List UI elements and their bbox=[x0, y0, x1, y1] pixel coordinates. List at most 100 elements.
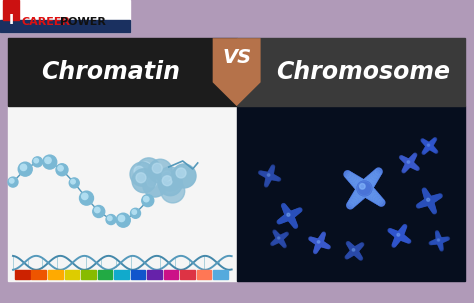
Circle shape bbox=[373, 170, 381, 177]
Circle shape bbox=[106, 215, 116, 225]
Circle shape bbox=[401, 226, 406, 231]
Circle shape bbox=[277, 236, 283, 242]
Circle shape bbox=[286, 212, 293, 220]
Circle shape bbox=[357, 245, 362, 249]
Circle shape bbox=[392, 230, 397, 235]
Circle shape bbox=[428, 203, 435, 209]
Circle shape bbox=[436, 235, 441, 240]
Circle shape bbox=[354, 251, 359, 256]
Circle shape bbox=[425, 195, 432, 202]
Circle shape bbox=[319, 235, 324, 240]
Circle shape bbox=[316, 239, 321, 245]
Circle shape bbox=[265, 179, 270, 184]
Bar bbox=[197, 270, 211, 279]
Circle shape bbox=[421, 139, 425, 142]
Circle shape bbox=[144, 196, 149, 202]
Circle shape bbox=[314, 250, 317, 254]
Circle shape bbox=[274, 239, 279, 243]
Circle shape bbox=[443, 237, 447, 241]
Circle shape bbox=[439, 245, 443, 248]
Circle shape bbox=[402, 158, 407, 162]
Circle shape bbox=[354, 188, 365, 200]
Bar bbox=[180, 270, 195, 279]
Circle shape bbox=[426, 197, 433, 205]
Circle shape bbox=[353, 178, 365, 190]
Circle shape bbox=[409, 158, 414, 163]
Circle shape bbox=[276, 235, 281, 240]
Circle shape bbox=[313, 238, 318, 244]
Circle shape bbox=[272, 242, 274, 245]
Circle shape bbox=[378, 199, 385, 206]
Circle shape bbox=[439, 238, 444, 243]
Circle shape bbox=[427, 143, 432, 149]
Circle shape bbox=[436, 233, 440, 237]
Circle shape bbox=[287, 213, 290, 216]
Circle shape bbox=[359, 180, 373, 193]
Circle shape bbox=[284, 233, 288, 236]
Circle shape bbox=[259, 171, 263, 175]
Circle shape bbox=[421, 139, 424, 142]
Circle shape bbox=[344, 171, 351, 178]
Circle shape bbox=[360, 183, 373, 197]
Circle shape bbox=[270, 175, 275, 180]
Circle shape bbox=[427, 197, 434, 204]
Text: POWER: POWER bbox=[60, 17, 106, 27]
Circle shape bbox=[270, 167, 274, 171]
Bar bbox=[8, 106, 237, 281]
Circle shape bbox=[116, 213, 130, 227]
Circle shape bbox=[367, 174, 377, 184]
Circle shape bbox=[400, 228, 405, 233]
Circle shape bbox=[277, 220, 281, 224]
Circle shape bbox=[411, 155, 415, 160]
Circle shape bbox=[350, 246, 356, 252]
Circle shape bbox=[318, 240, 324, 246]
Circle shape bbox=[369, 191, 379, 201]
Circle shape bbox=[283, 234, 286, 237]
Circle shape bbox=[426, 198, 434, 206]
Circle shape bbox=[405, 159, 411, 165]
Circle shape bbox=[346, 255, 349, 258]
Text: Chromosome: Chromosome bbox=[276, 60, 450, 84]
Circle shape bbox=[422, 199, 429, 206]
Circle shape bbox=[419, 202, 423, 207]
Circle shape bbox=[424, 148, 428, 152]
Circle shape bbox=[322, 232, 325, 235]
Circle shape bbox=[406, 160, 412, 166]
Text: VS: VS bbox=[222, 48, 251, 67]
Circle shape bbox=[432, 208, 436, 213]
Circle shape bbox=[424, 192, 429, 198]
Circle shape bbox=[405, 163, 410, 168]
Circle shape bbox=[367, 174, 377, 184]
Circle shape bbox=[369, 172, 379, 182]
Circle shape bbox=[80, 191, 93, 205]
Circle shape bbox=[397, 233, 404, 240]
Bar bbox=[3, 0, 19, 20]
Circle shape bbox=[349, 245, 354, 250]
Circle shape bbox=[402, 225, 406, 229]
Circle shape bbox=[395, 236, 401, 242]
Circle shape bbox=[309, 237, 312, 240]
Circle shape bbox=[427, 200, 434, 207]
Circle shape bbox=[275, 234, 280, 239]
Circle shape bbox=[369, 172, 379, 182]
Circle shape bbox=[435, 150, 438, 153]
Circle shape bbox=[356, 245, 360, 251]
Circle shape bbox=[371, 171, 380, 180]
Circle shape bbox=[325, 244, 328, 248]
Circle shape bbox=[353, 250, 359, 255]
Circle shape bbox=[262, 172, 267, 176]
Circle shape bbox=[130, 208, 140, 218]
Circle shape bbox=[284, 209, 291, 216]
Circle shape bbox=[288, 216, 295, 223]
Circle shape bbox=[401, 157, 405, 161]
Circle shape bbox=[396, 232, 403, 240]
Circle shape bbox=[158, 172, 182, 196]
Circle shape bbox=[320, 241, 325, 247]
Circle shape bbox=[361, 243, 364, 246]
Bar bbox=[48, 270, 63, 279]
Circle shape bbox=[326, 245, 329, 248]
Circle shape bbox=[266, 176, 271, 182]
Circle shape bbox=[141, 162, 151, 172]
Circle shape bbox=[432, 241, 436, 244]
Circle shape bbox=[148, 159, 172, 183]
